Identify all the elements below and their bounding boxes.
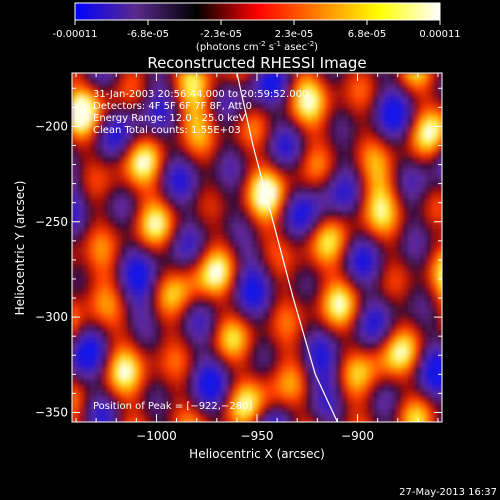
units-label: (photons cm-2 s-1 asec-2) [196, 40, 318, 53]
colorbar [74, 2, 441, 21]
chart-title: Reconstructed RHESSI Image [147, 54, 366, 72]
solar-limb-line [236, 73, 338, 422]
annotation-energy-range: Energy Range: 12.0 - 25.0 keV [93, 113, 246, 124]
annotation-time-range: 31-Jan-2003 20:56:44.000 to 20:59:52.000 [93, 89, 308, 100]
colorbar-tick-label: 6.8e-05 [348, 29, 386, 40]
colorbar-tick-label: -2.3e-05 [200, 29, 242, 40]
annotation-block: 31-Jan-2003 20:56:44.000 to 20:59:52.000… [93, 89, 308, 136]
y-tick-label: −250 [35, 215, 68, 229]
x-tick-label: −1000 [136, 429, 177, 443]
y-tick-label: −350 [35, 405, 68, 419]
colorbar-tick-label: -6.8e-05 [127, 29, 169, 40]
x-axis-label: Heliocentric X (arcsec) [189, 447, 325, 461]
y-tick-label: −300 [35, 310, 68, 324]
colorbar-tick-label: 0.00011 [419, 29, 460, 40]
annotation-detectors: Detectors: 4F 5F 6F 7F 8F, Att 0 [93, 101, 252, 112]
annotation-clean-counts: Clean Total counts: 1.55E+03 [93, 125, 241, 136]
colorbar-tick-label: 2.3e-05 [275, 29, 313, 40]
axes: −1000 −950 −900 −200 −250 −300 −350 [35, 73, 442, 443]
x-tick-label: −950 [241, 429, 274, 443]
heatmap [72, 73, 442, 422]
peak-position-label: Position of Peak = [−922,−280] [93, 401, 252, 412]
colorbar-tick-label: -0.00011 [53, 29, 98, 40]
y-axis-label: Heliocentric Y (arcsec) [13, 181, 27, 316]
colorbar-ticks: -0.00011 -6.8e-05 -2.3e-05 2.3e-05 6.8e-05 0.… [53, 20, 461, 40]
footer-date: 27-May-2013 16:37 [399, 487, 497, 498]
x-tick-label: −900 [341, 429, 374, 443]
y-tick-label: −200 [35, 119, 68, 133]
